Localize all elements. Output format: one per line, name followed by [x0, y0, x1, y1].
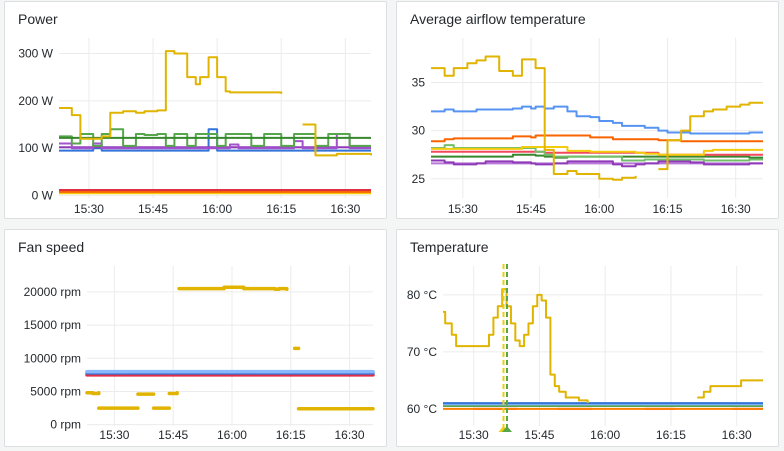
y-tick-label: 100 W: [18, 141, 53, 155]
panel-title[interactable]: Temperature: [410, 239, 489, 255]
chart-temperature: 60 °C 70 °C 80 °C 15:30 15:45 16:00 16:15 16:30: [407, 264, 763, 442]
y-tick-label: 60 °C: [407, 402, 437, 416]
y-tick-label: 80 °C: [407, 288, 437, 302]
y-tick-label: 10000 rpm: [24, 351, 81, 365]
x-tick-label: 16:30: [722, 428, 752, 442]
panel-title[interactable]: Power: [18, 11, 58, 27]
series-line-orange: [431, 134, 763, 143]
panel-fan-speed: Fan speed 0 rpm 5000 rpm 10000 rpm 15000 rp…: [4, 229, 387, 447]
series-line-yellow: [443, 288, 589, 404]
x-tick-label: 15:45: [516, 202, 546, 216]
x-tick-label: 15:45: [524, 428, 554, 442]
panel-power: Power 0 W 100 W 200 W 300 W 15:30 15:45 16:00 1…: [4, 1, 387, 219]
chart-power: 0 W 100 W 200 W 300 W 15:30 15:45 16:00 16:15 16…: [18, 38, 372, 216]
series-line-yellow-main: [658, 101, 763, 171]
y-tick-label: 0 rpm: [50, 418, 81, 432]
series-line-purple: [431, 159, 763, 168]
annotation-marker[interactable]: [502, 426, 512, 432]
panel-temperature: Temperature 60 °C 70 °C 80 °C 15:30 15:45 16:…: [396, 229, 779, 447]
chart-fan-speed: 0 rpm 5000 rpm 10000 rpm 15000 rpm 20000 rpm…: [24, 266, 375, 442]
x-tick-label: 15:30: [99, 428, 129, 442]
series-line-green-light: [59, 128, 371, 147]
x-tick-label: 16:15: [276, 428, 306, 442]
series-line-yellow: [85, 391, 101, 396]
y-tick-label: 15000 rpm: [24, 318, 81, 332]
x-tick-label: 16:30: [334, 428, 364, 442]
y-tick-label: 20000 rpm: [24, 285, 81, 299]
chart-airflow: 25 30 35 15:30 15:45 16:00 16:15 16:30: [412, 38, 763, 216]
y-tick-label: 0 W: [32, 189, 54, 203]
y-tick-label: 35: [412, 76, 426, 90]
y-tick-label: 25: [412, 172, 426, 186]
x-tick-label: 16:00: [590, 428, 620, 442]
series-line-yellow: [697, 379, 763, 399]
x-tick-label: 15:30: [459, 428, 489, 442]
series-line-yellow-light: [431, 145, 763, 156]
x-tick-label: 16:00: [202, 202, 232, 216]
series-line-yellow: [177, 285, 289, 292]
series-line-blue: [431, 105, 763, 135]
x-tick-label: 15:30: [74, 202, 104, 216]
series-line-yellow-high: [59, 50, 283, 140]
y-tick-label: 300 W: [18, 46, 53, 60]
panel-title[interactable]: Fan speed: [18, 239, 85, 255]
y-tick-label: 200 W: [18, 94, 53, 108]
series-line-blue: [59, 128, 371, 152]
y-tick-label: 70 °C: [407, 345, 437, 359]
y-tick-label: 5000 rpm: [30, 384, 81, 398]
panel-title[interactable]: Average airflow temperature: [410, 11, 586, 27]
panel-airflow: Average airflow temperature 25 30 35 15:30 1…: [396, 1, 779, 219]
x-tick-label: 15:45: [138, 202, 168, 216]
y-tick-label: 30: [412, 124, 426, 138]
x-tick-label: 15:45: [158, 428, 188, 442]
x-tick-label: 16:30: [721, 202, 751, 216]
x-tick-label: 16:15: [652, 202, 682, 216]
series-line-yellow-main: [431, 55, 637, 181]
series-line-yellow: [167, 391, 179, 396]
x-tick-label: 16:15: [266, 202, 296, 216]
series-line-yellow-high: [302, 123, 372, 157]
x-tick-label: 16:15: [656, 428, 686, 442]
x-tick-label: 16:00: [584, 202, 614, 216]
x-tick-label: 16:00: [217, 428, 247, 442]
x-tick-label: 16:30: [330, 202, 360, 216]
x-tick-label: 15:30: [448, 202, 478, 216]
